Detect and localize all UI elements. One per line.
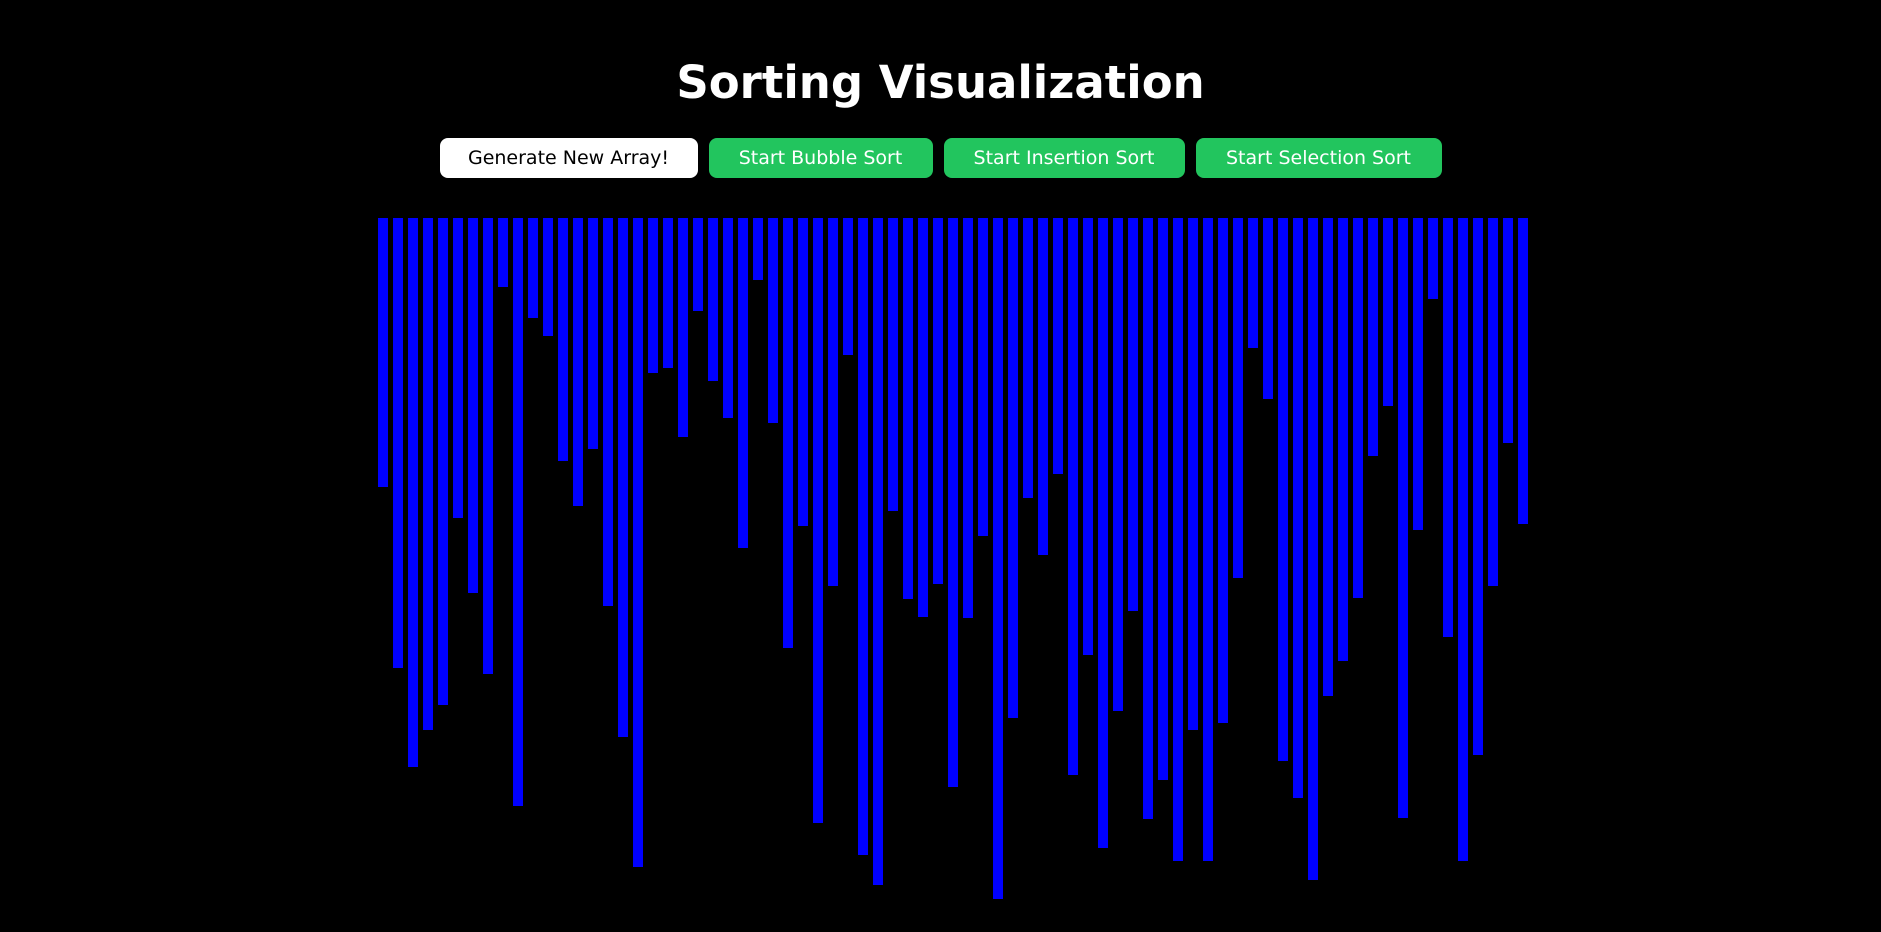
array-bar (1398, 218, 1408, 818)
array-bar (948, 218, 958, 787)
array-bar (978, 218, 988, 536)
insertion-sort-button[interactable]: Start Insertion Sort (943, 138, 1185, 178)
array-bar (633, 218, 643, 867)
array-bar (993, 218, 1003, 899)
array-bar (1428, 218, 1438, 299)
array-bar (1068, 218, 1078, 775)
array-bar (408, 218, 418, 767)
array-bar (813, 218, 823, 823)
array-bar (1278, 218, 1288, 761)
array-bar (483, 218, 493, 674)
array-bar (963, 218, 973, 618)
array-bar (558, 218, 568, 461)
array-bar (933, 218, 943, 584)
array-bar (453, 218, 463, 518)
array-bar (573, 218, 583, 506)
array-bar (1128, 218, 1138, 611)
array-bar (828, 218, 838, 586)
array-bar (873, 218, 883, 885)
array-bar (1458, 218, 1468, 861)
array-bar (1218, 218, 1228, 723)
array-bar (1503, 218, 1513, 443)
array-bar (603, 218, 613, 606)
page-title: Sorting Visualization (676, 56, 1205, 109)
array-bar (498, 218, 508, 287)
array-bar (648, 218, 658, 373)
array-bar (693, 218, 703, 311)
array-bar (678, 218, 688, 437)
array-bar (663, 218, 673, 368)
array-bar (1083, 218, 1093, 655)
array-bar (1008, 218, 1018, 718)
array-bar (1368, 218, 1378, 456)
array-bar (438, 218, 448, 705)
array-bar (1113, 218, 1123, 711)
array-bar (1173, 218, 1183, 861)
array-bar (1203, 218, 1213, 861)
array-bar (1383, 218, 1393, 406)
array-bar (513, 218, 523, 806)
array-bar (378, 218, 388, 487)
array-bar (1158, 218, 1168, 780)
array-bars (378, 218, 1528, 908)
array-bar (468, 218, 478, 593)
array-bar (1188, 218, 1198, 730)
array-bar (1518, 218, 1528, 524)
array-bar (768, 218, 778, 423)
array-bar (783, 218, 793, 648)
array-bar (1293, 218, 1303, 798)
bubble-sort-button[interactable]: Start Bubble Sort (708, 138, 933, 178)
array-bar (1473, 218, 1483, 755)
array-bar (1488, 218, 1498, 586)
array-bar (843, 218, 853, 355)
array-bar (1023, 218, 1033, 498)
array-bar (738, 218, 748, 548)
array-bar (588, 218, 598, 449)
generate-array-button[interactable]: Generate New Array! (439, 138, 698, 178)
array-bar (858, 218, 868, 855)
array-bar (1308, 218, 1318, 880)
array-bar (1038, 218, 1048, 555)
array-bar (1353, 218, 1363, 598)
array-bar (528, 218, 538, 318)
array-bar (543, 218, 553, 336)
array-bar (1323, 218, 1333, 696)
array-bar (1053, 218, 1063, 474)
array-bar (1143, 218, 1153, 819)
array-bar (1248, 218, 1258, 348)
array-bar (753, 218, 763, 280)
array-bar (1233, 218, 1243, 578)
array-bar (798, 218, 808, 526)
array-bar (393, 218, 403, 668)
array-bar (1263, 218, 1273, 399)
toolbar: Generate New Array! Start Bubble Sort St… (0, 138, 1881, 178)
array-bar (618, 218, 628, 737)
array-bar (888, 218, 898, 511)
array-bar (1338, 218, 1348, 661)
array-bar (903, 218, 913, 599)
selection-sort-button[interactable]: Start Selection Sort (1195, 138, 1442, 178)
array-bar (918, 218, 928, 617)
array-bar (423, 218, 433, 730)
array-bar (723, 218, 733, 418)
array-bar (1413, 218, 1423, 530)
array-bar (1443, 218, 1453, 637)
array-bar (708, 218, 718, 381)
array-bar (1098, 218, 1108, 848)
